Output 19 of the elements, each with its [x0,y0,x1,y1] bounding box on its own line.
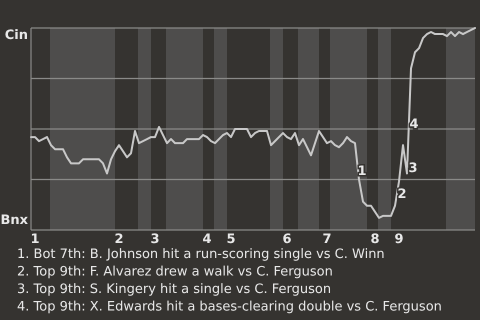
x-tick-label: 3 [150,232,160,247]
x-tick-label: 8 [370,232,380,247]
x-tick-label: 2 [114,232,124,247]
annotation: 4 [409,117,419,132]
x-tick-label: 1 [30,232,40,247]
annotation: 2 [397,187,407,202]
text: Bnx [0,213,29,228]
text: 3. Top 9th: S. Kingery hit a single vs C. Ferguson [17,282,332,297]
text: 2. Top 9th: F. Alvarez drew a walk vs C. Ferguson [17,264,333,280]
x-tick-label: 9 [394,232,404,247]
text: Cin [4,28,28,43]
annotation: 1 [357,164,367,179]
x-tick-label: 7 [322,232,332,247]
text: 4. Top 9th: X. Edwards hit a bases-clearing double vs C. Ferguson [17,300,442,314]
annotation: 3 [408,161,418,176]
x-tick-label: 6 [282,232,292,247]
text: 1. Bot 7th: B. Johnson hit a run-scoring single vs C. Winn [17,247,385,262]
x-tick-label: 5 [226,232,236,247]
x-tick-label: 4 [202,232,212,247]
